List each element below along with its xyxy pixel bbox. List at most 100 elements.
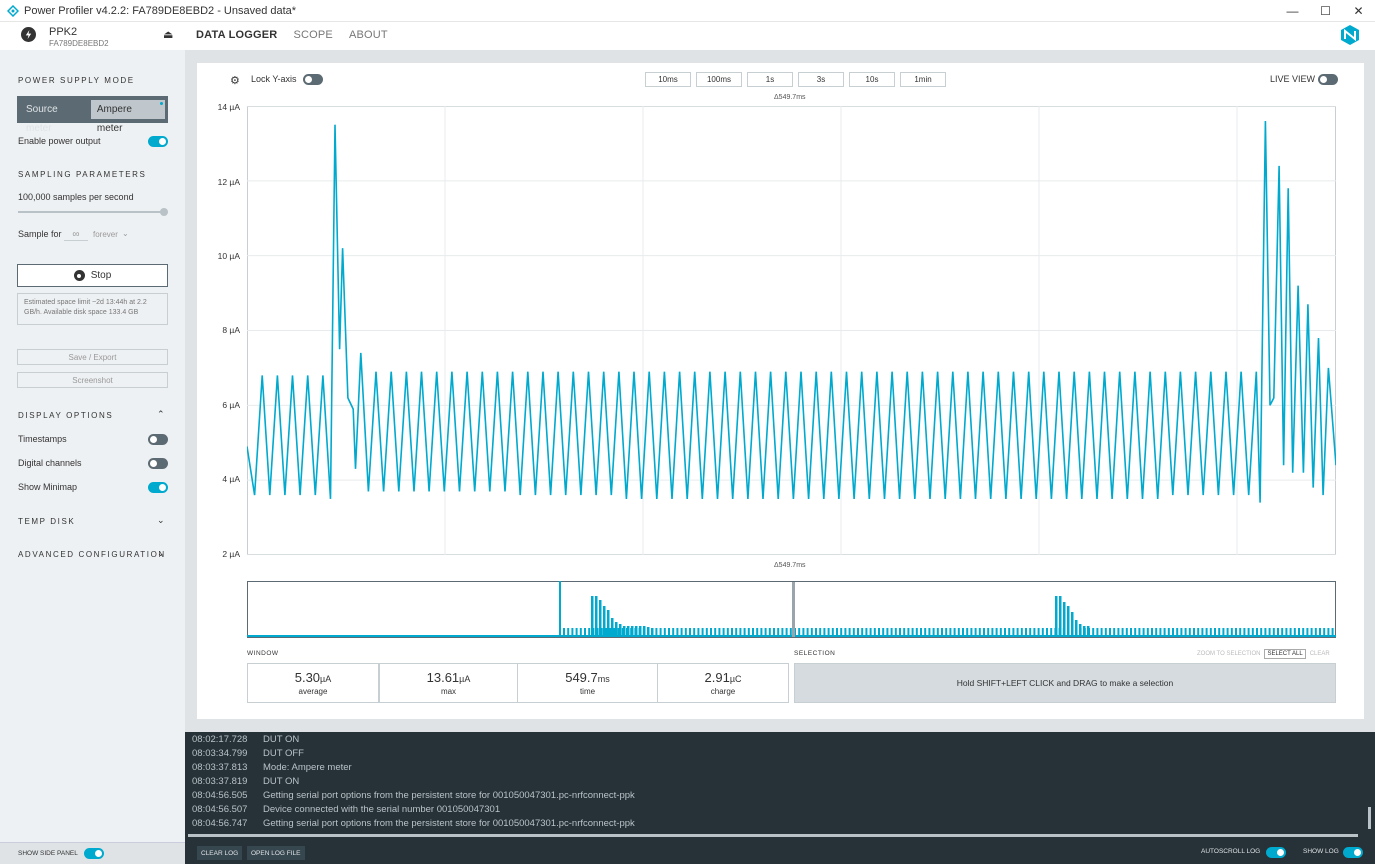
app-icon <box>6 4 20 18</box>
minimize-button[interactable]: — <box>1286 4 1299 18</box>
tab-about[interactable]: ABOUT <box>348 29 388 41</box>
minimap-bar <box>1163 628 1166 636</box>
zoom-to-selection-button[interactable]: ZOOM TO SELECTION <box>1197 651 1261 657</box>
live-view-toggle[interactable] <box>1318 74 1338 85</box>
minimap-bar <box>1222 628 1225 636</box>
log-time: 08:04:56.505 <box>192 790 248 801</box>
show-side-panel-toggle[interactable] <box>84 848 104 859</box>
chevron-down-icon[interactable]: ⌄ <box>157 515 165 525</box>
time-10s-button[interactable]: 10s <box>849 72 895 87</box>
eject-icon[interactable]: ⏏ <box>163 29 174 41</box>
minimap-bar <box>865 628 868 636</box>
max-unit: µA <box>459 674 471 684</box>
sample-rate-slider[interactable] <box>18 211 163 213</box>
screenshot-button[interactable]: Screenshot <box>17 372 168 388</box>
autoscroll-log-toggle[interactable] <box>1266 847 1286 858</box>
max-value: 13.61 <box>426 670 460 685</box>
minimap-bar <box>588 628 591 636</box>
minimap-bar <box>840 628 843 636</box>
minimap-bar <box>924 628 927 636</box>
source-meter-button[interactable]: Source meter <box>26 104 58 134</box>
minimap-bar <box>773 628 775 636</box>
minimap-bar <box>995 628 998 636</box>
current-chart[interactable] <box>247 106 1336 555</box>
minimap-bar <box>1197 628 1200 636</box>
minimap-bar <box>697 628 700 636</box>
minimap-bar <box>559 581 561 636</box>
chevron-up-icon[interactable]: ⌃ <box>157 409 165 419</box>
show-log-toggle[interactable] <box>1343 847 1363 858</box>
enable-power-label: Enable power output <box>18 136 101 146</box>
sample-for-unit-select[interactable]: forever <box>93 230 118 239</box>
log-footer: CLEAR LOG OPEN LOG FILE AUTOSCROLL LOG S… <box>185 842 1375 864</box>
device-name[interactable]: PPK2 <box>49 26 78 38</box>
sample-for-label: Sample for <box>18 229 62 239</box>
max-label: max <box>440 687 457 696</box>
minimap-bar <box>701 628 704 636</box>
minimap-bar <box>710 628 712 636</box>
minimap-bar <box>1218 628 1221 636</box>
minimap-bar <box>1100 628 1103 636</box>
sample-for-input[interactable]: ∞ <box>64 229 88 241</box>
clear-log-button[interactable]: CLEAR LOG <box>197 846 243 860</box>
tab-data-logger[interactable]: DATA LOGGER <box>196 29 278 41</box>
log-vertical-scrollbar[interactable] <box>1368 807 1371 829</box>
tab-scope[interactable]: SCOPE <box>293 29 333 41</box>
save-export-button[interactable]: Save / Export <box>17 349 168 365</box>
window-title-label: WINDOW <box>247 650 279 657</box>
show-side-panel-label: SHOW SIDE PANEL <box>18 850 78 857</box>
log-time: 08:04:56.747 <box>192 818 248 829</box>
live-view-label: LIVE VIEW <box>1270 74 1316 84</box>
stop-button[interactable]: Stop <box>17 264 168 287</box>
enable-power-toggle[interactable] <box>148 136 168 147</box>
lock-y-axis-toggle[interactable] <box>303 74 323 85</box>
time-3s-button[interactable]: 3s <box>798 72 844 87</box>
minimap-bar <box>1230 628 1233 636</box>
chevron-down-icon[interactable]: ⌄ <box>157 548 165 558</box>
minimap-bar <box>639 626 642 636</box>
time-1s-button[interactable]: 1s <box>747 72 793 87</box>
minimap-bar <box>726 628 729 636</box>
minimap-bar <box>584 628 586 636</box>
minimap-bar <box>676 628 679 636</box>
lightning-icon[interactable] <box>21 27 36 42</box>
minimap-bar <box>810 628 813 636</box>
sample-rate-slider-thumb[interactable] <box>160 208 168 216</box>
minimap-bar <box>752 628 754 636</box>
open-log-file-button[interactable]: OPEN LOG FILE <box>247 846 305 860</box>
minimap-bar <box>974 628 977 636</box>
log-horizontal-scrollbar[interactable] <box>188 834 1358 837</box>
digital-channels-toggle[interactable] <box>148 458 168 469</box>
time-100ms-button[interactable]: 100ms <box>696 72 742 87</box>
show-log-label: SHOW LOG <box>1303 848 1339 855</box>
window-span-top: Δ549.7ms <box>774 94 806 101</box>
y-tick-label: 6 µA <box>222 400 240 410</box>
minimap[interactable] <box>247 581 1336 638</box>
display-options-title[interactable]: DISPLAY OPTIONS <box>18 411 114 420</box>
minimap-bar <box>941 628 943 636</box>
window-titlebar: Power Profiler v4.2.2: FA789DE8EBD2 - Un… <box>0 0 1375 22</box>
show-minimap-toggle[interactable] <box>148 482 168 493</box>
clear-selection-button[interactable]: CLEAR <box>1309 651 1330 657</box>
gear-icon[interactable]: ⚙ <box>230 75 240 87</box>
advanced-config-title[interactable]: ADVANCED CONFIGURATION <box>18 550 166 559</box>
time-10ms-button[interactable]: 10ms <box>645 72 691 87</box>
minimap-bar <box>627 626 630 636</box>
select-all-button[interactable]: SELECT ALL <box>1264 649 1306 659</box>
minimap-bar <box>844 628 847 636</box>
temp-disk-title[interactable]: TEMP DISK <box>18 517 76 526</box>
minimap-bar <box>1298 628 1300 636</box>
minimap-bar <box>743 628 746 636</box>
window-span-bottom: Δ549.7ms <box>774 562 806 569</box>
average-value: 5.30 <box>294 670 321 685</box>
minimap-bar <box>659 628 662 636</box>
timestamps-toggle[interactable] <box>148 434 168 445</box>
minimap-bar <box>777 628 780 636</box>
maximize-button[interactable]: ☐ <box>1320 4 1331 18</box>
minimap-bar <box>1172 628 1174 636</box>
close-button[interactable]: ✕ <box>1353 4 1364 18</box>
minimap-bar <box>1247 628 1250 636</box>
time-1min-button[interactable]: 1min <box>900 72 946 87</box>
log-entry: 08:03:37.813 Mode: Ampere meter <box>192 762 352 773</box>
ampere-meter-button[interactable]: Ampere meter <box>90 100 165 134</box>
